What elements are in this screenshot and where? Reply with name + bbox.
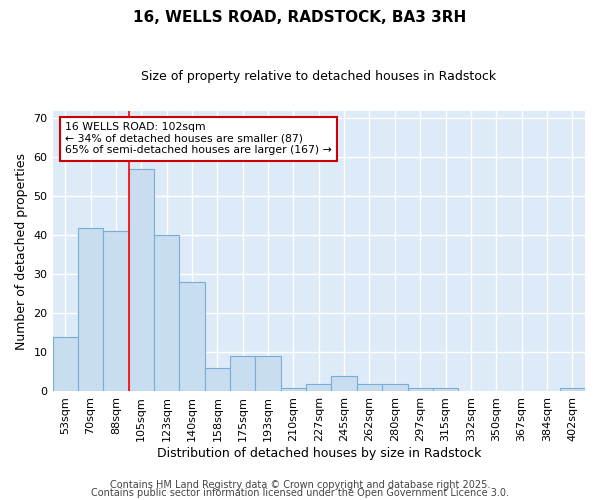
Bar — [407, 388, 433, 392]
Bar — [331, 376, 357, 392]
Text: Contains HM Land Registry data © Crown copyright and database right 2025.: Contains HM Land Registry data © Crown c… — [110, 480, 490, 490]
Bar — [103, 232, 128, 392]
Bar — [357, 384, 382, 392]
Bar — [433, 388, 458, 392]
Bar — [281, 388, 306, 392]
Bar — [154, 236, 179, 392]
X-axis label: Distribution of detached houses by size in Radstock: Distribution of detached houses by size … — [157, 447, 481, 460]
Title: Size of property relative to detached houses in Radstock: Size of property relative to detached ho… — [141, 70, 496, 83]
Text: 16 WELLS ROAD: 102sqm
← 34% of detached houses are smaller (87)
65% of semi-deta: 16 WELLS ROAD: 102sqm ← 34% of detached … — [65, 122, 332, 156]
Bar — [560, 388, 585, 392]
Bar — [230, 356, 256, 392]
Bar — [382, 384, 407, 392]
Y-axis label: Number of detached properties: Number of detached properties — [15, 152, 28, 350]
Text: Contains public sector information licensed under the Open Government Licence 3.: Contains public sector information licen… — [91, 488, 509, 498]
Bar — [53, 337, 78, 392]
Bar — [78, 228, 103, 392]
Text: 16, WELLS ROAD, RADSTOCK, BA3 3RH: 16, WELLS ROAD, RADSTOCK, BA3 3RH — [133, 10, 467, 25]
Bar — [205, 368, 230, 392]
Bar — [179, 282, 205, 392]
Bar — [128, 169, 154, 392]
Bar — [256, 356, 281, 392]
Bar — [306, 384, 331, 392]
